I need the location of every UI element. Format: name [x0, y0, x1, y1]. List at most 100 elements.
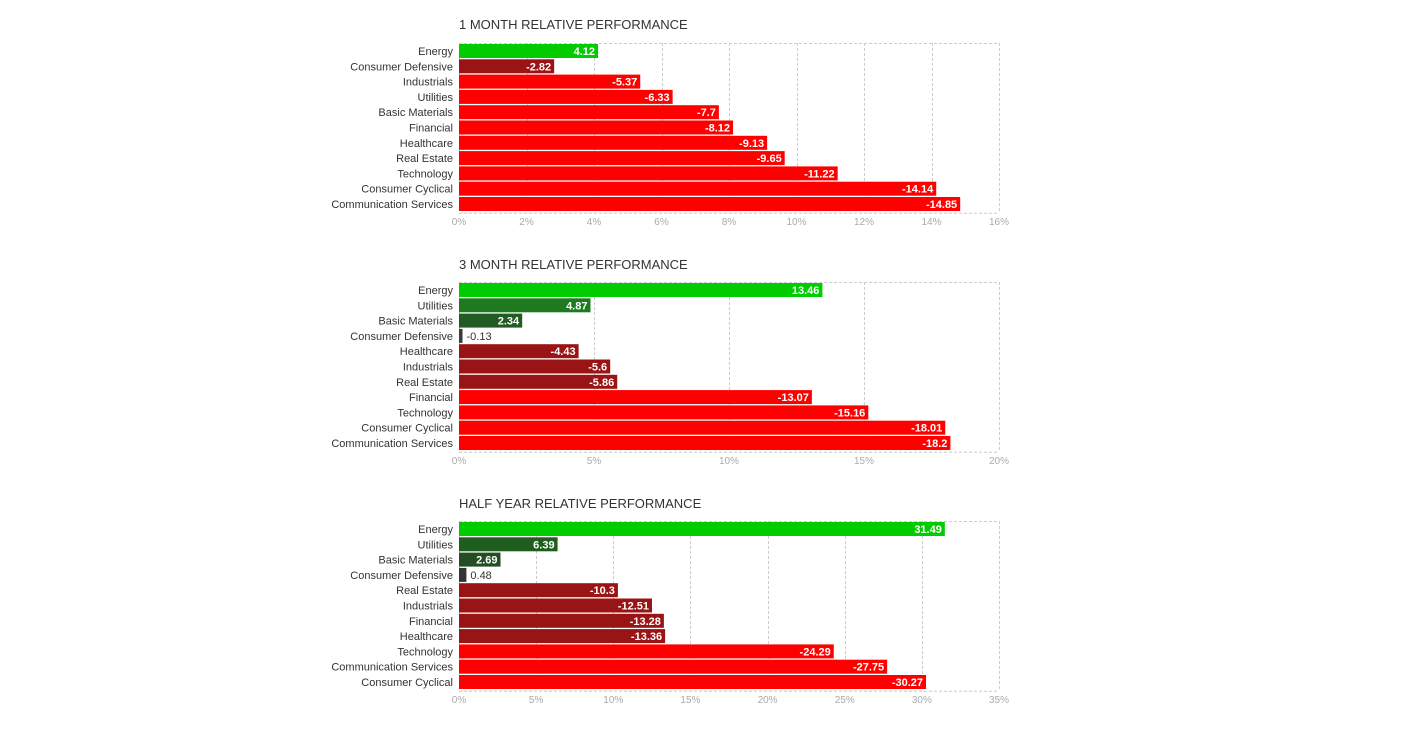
- bar-value-label: -9.65: [757, 153, 782, 165]
- bar-value-label: 4.87: [566, 300, 587, 312]
- bar-value-label: -27.75: [853, 662, 884, 674]
- category-label: Real Estate: [396, 153, 453, 165]
- category-label: Healthcare: [400, 631, 453, 643]
- bar-value-label: -18.01: [911, 423, 942, 435]
- x-tick-label: 6%: [654, 217, 669, 228]
- chart-half-year: HALF YEAR RELATIVE PERFORMANCE 0% 5% 10% 15…: [331, 496, 1009, 706]
- bar-value-label: -0.13: [467, 331, 492, 343]
- category-label: Consumer Cyclical: [361, 423, 453, 435]
- x-tick-label: 0%: [452, 456, 467, 467]
- bar-value-label: -6.33: [645, 92, 670, 104]
- bar-value-label: 0.48: [470, 570, 491, 582]
- bar: [459, 659, 888, 674]
- chart-svg-half-year: 0% 5% 10% 15% 20% 25% 30% 35% Energy 31.49 Utiliti…: [331, 521, 1009, 706]
- category-label: Technology: [397, 168, 453, 180]
- bar-value-label: -14.85: [926, 199, 957, 211]
- x-tick-label: 5%: [529, 695, 544, 706]
- bar-value-label: -7.7: [697, 107, 716, 119]
- x-tick-label: 15%: [680, 695, 700, 706]
- bar-value-label: -15.16: [834, 407, 865, 419]
- x-tick-label: 4%: [587, 217, 602, 228]
- bar-value-label: -13.36: [631, 631, 662, 643]
- bar-value-label: -30.27: [892, 677, 923, 689]
- bar: [459, 613, 664, 628]
- category-label: Communication Services: [331, 438, 453, 450]
- bar: [459, 552, 501, 567]
- chart-1-month: 1 MONTH RELATIVE PERFORMANCE 0% 2% 4% 6% 8% 1…: [0, 0, 1428, 240]
- category-label: Energy: [418, 524, 453, 536]
- bar-value-label: 31.49: [914, 524, 942, 536]
- category-label: Basic Materials: [378, 107, 453, 119]
- category-label: Energy: [418, 285, 453, 297]
- bar: [459, 583, 618, 598]
- bar: [459, 436, 951, 450]
- category-label: Real Estate: [396, 377, 453, 389]
- category-label: Real Estate: [396, 585, 453, 597]
- x-tick-label: 10%: [719, 456, 739, 467]
- bar: [459, 420, 946, 435]
- bar-value-label: -9.13: [739, 138, 764, 150]
- bar-value-label: -11.22: [804, 168, 835, 180]
- category-label: Consumer Defensive: [350, 61, 453, 73]
- category-label: Basic Materials: [378, 316, 453, 328]
- bar: [459, 675, 927, 689]
- bar: [459, 629, 666, 644]
- x-tick-label: 20%: [989, 456, 1009, 467]
- category-label: Consumer Cyclical: [361, 677, 453, 689]
- bar-value-label: -12.51: [618, 601, 649, 613]
- category-label: Utilities: [418, 539, 454, 551]
- bar: [459, 120, 734, 135]
- x-tick-label: 2%: [519, 217, 534, 228]
- x-tick-label: 30%: [912, 695, 932, 706]
- bar: [459, 522, 945, 536]
- bar-value-label: -5.6: [588, 362, 607, 374]
- bar: [459, 374, 618, 389]
- bar-value-label: 4.12: [574, 46, 595, 58]
- bar: [459, 74, 641, 89]
- bar: [459, 59, 555, 74]
- bar-value-label: -14.14: [902, 184, 934, 196]
- bar: [459, 313, 523, 328]
- x-tick-label: 25%: [835, 695, 855, 706]
- x-tick-label: 12%: [854, 217, 874, 228]
- bar: [459, 89, 673, 104]
- bar: [459, 166, 838, 181]
- bar: [459, 44, 599, 58]
- category-label: Industrials: [403, 362, 454, 374]
- category-label: Energy: [418, 46, 453, 58]
- bar-value-label: -24.29: [800, 646, 831, 658]
- category-label: Utilities: [418, 92, 454, 104]
- category-label: Consumer Defensive: [350, 331, 453, 343]
- bar: [459, 390, 812, 405]
- category-label: Consumer Cyclical: [361, 184, 453, 196]
- x-tick-label: 35%: [989, 695, 1009, 706]
- category-label: Communication Services: [331, 662, 453, 674]
- bar-value-label: -4.43: [551, 346, 576, 358]
- category-label: Communication Services: [331, 199, 453, 211]
- bar: [459, 151, 785, 166]
- x-tick-label: 8%: [722, 217, 737, 228]
- category-label: Industrials: [403, 77, 454, 89]
- bar-value-label: 2.34: [498, 316, 520, 328]
- x-tick-label: 0%: [452, 217, 467, 228]
- x-tick-label: 14%: [921, 217, 941, 228]
- x-tick-label: 15%: [854, 456, 874, 467]
- category-label: Industrials: [403, 601, 454, 613]
- category-label: Technology: [397, 646, 453, 658]
- bar: [459, 405, 869, 420]
- category-label: Consumer Defensive: [350, 570, 453, 582]
- bar-value-label: -2.82: [526, 61, 551, 73]
- bar: [459, 644, 834, 659]
- bar: [459, 105, 719, 120]
- x-tick-label: 10%: [603, 695, 623, 706]
- chart-svg-1-month: 0% 2% 4% 6% 8% 10% 12% 14% 16% Energy 4.12 Consumer…: [331, 43, 1009, 228]
- bar-value-label: 2.69: [476, 555, 497, 567]
- bar-value-label: -10.3: [590, 585, 615, 597]
- category-label: Basic Materials: [378, 555, 453, 567]
- chart-3-month: 3 MONTH RELATIVE PERFORMANCE 0% 5% 10% 15% 2…: [331, 257, 1009, 467]
- bar-value-label: -13.07: [778, 392, 809, 404]
- x-tick-label: 0%: [452, 695, 467, 706]
- category-label: Healthcare: [400, 346, 453, 358]
- bar: [459, 197, 961, 211]
